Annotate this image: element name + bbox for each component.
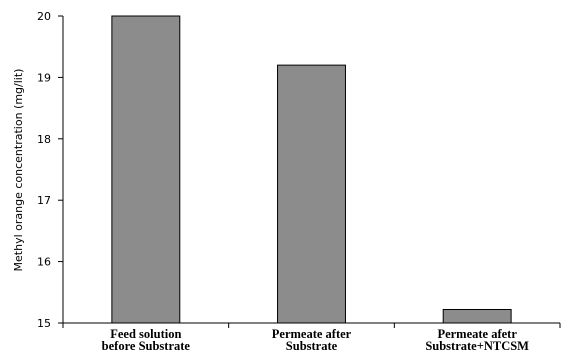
bar-2: [277, 64, 346, 324]
x-tick-label: Feed solution before Substrate: [102, 327, 191, 353]
y-tick-label: 20: [37, 10, 51, 23]
bar-3: [442, 308, 512, 324]
y-tick-label: 17: [37, 194, 51, 207]
y-axis-label: Methyl orange concentration (mg/lit): [12, 69, 25, 272]
x-tick-label: Permeate afetr Substrate+NTCSM: [425, 327, 529, 353]
y-axis: 15 16 17 18 19 20: [37, 10, 64, 330]
y-tick-label: 19: [37, 71, 51, 84]
x-axis: Feed solution before Substrate Permeate af…: [62, 322, 561, 353]
x-tick-label: Permeate after Substrate: [272, 327, 352, 353]
y-tick-label: 18: [37, 133, 51, 146]
bar-1: [111, 15, 181, 324]
y-tick-label: 16: [37, 256, 51, 269]
bars-group: [111, 15, 512, 324]
y-tick-label: 15: [37, 317, 51, 330]
